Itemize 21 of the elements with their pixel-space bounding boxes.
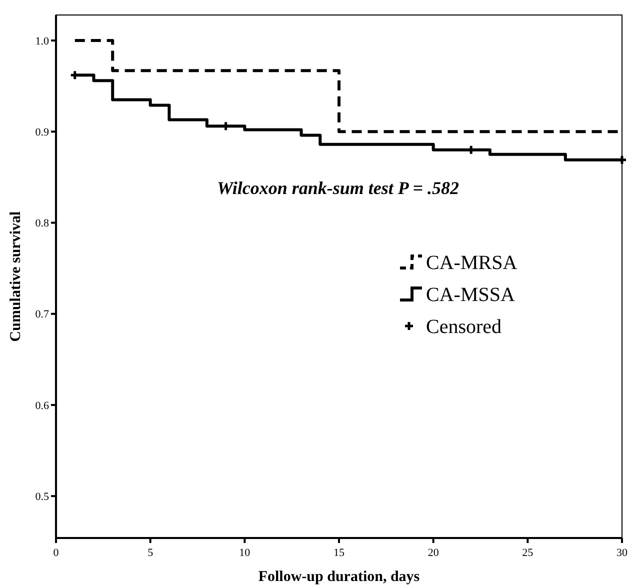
y-tick-label: 1.0 xyxy=(35,35,50,48)
point xyxy=(220,120,232,132)
y-tick-label: 0.9 xyxy=(35,126,50,138)
y-tick-label: 0.8 xyxy=(35,218,50,230)
y-tick-label: 0.5 xyxy=(35,490,50,503)
point xyxy=(466,144,476,156)
x-axis-title: Follow-up duration, days xyxy=(258,569,420,585)
legend-label: CA-MSSA xyxy=(426,284,516,306)
annotation: Wilcoxon rank-sum test P = .582 xyxy=(217,178,459,198)
x-tick-label: 15 xyxy=(334,547,345,559)
y-axis-title: Cumulative survival xyxy=(8,211,24,342)
x-tick-label: 10 xyxy=(239,547,251,559)
legend-label: CA-MRSA xyxy=(426,252,518,274)
y-tick-label: 0.7 xyxy=(35,308,50,321)
x-tick-label: 25 xyxy=(522,547,534,559)
y-tick-label: 0.6 xyxy=(35,400,50,412)
legend-label: Censored xyxy=(426,316,502,338)
x-tick-label: 20 xyxy=(428,547,440,559)
x-tick-label: 0 xyxy=(53,547,60,559)
x-tick-label: 30 xyxy=(616,547,628,559)
x-tick-label: 5 xyxy=(148,547,154,559)
